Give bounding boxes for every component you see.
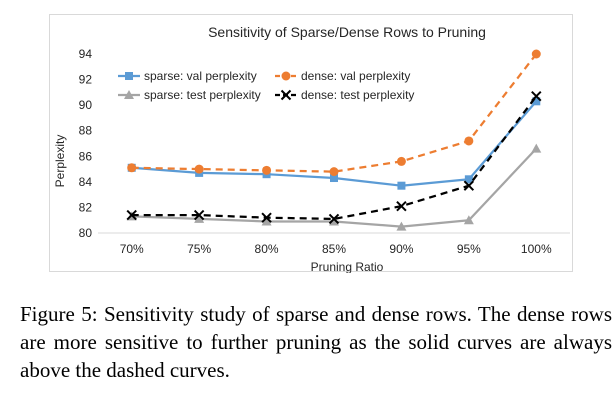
x-tick-label: 80%	[255, 242, 279, 256]
x-tick-label: 100%	[521, 242, 552, 256]
series-2	[126, 143, 542, 231]
chart-title: Sensitivity of Sparse/Dense Rows to Prun…	[208, 24, 486, 40]
data-point-circle	[396, 156, 406, 166]
y-tick-label: 84	[79, 175, 93, 189]
data-point-square	[532, 97, 541, 106]
legend-label: sparse: test perplexity	[144, 88, 261, 102]
legend-label: sparse: val perplexity	[144, 69, 257, 83]
x-tick-label: 75%	[187, 242, 211, 256]
axis-layer: 80 82 84 86 88 90 92 94 70% 75% 80% 85% 90% 95% 100%	[79, 47, 570, 256]
data-point-circle	[464, 136, 474, 146]
legend-item-1: dense: val perplexity	[275, 69, 410, 83]
y-tick-label: 82	[79, 200, 93, 214]
data-point-square	[330, 174, 338, 183]
series-layer	[126, 49, 542, 231]
x-mark-stroke	[126, 209, 137, 221]
line-chart: Sensitivity of Sparse/Dense Rows to Prun…	[53, 24, 570, 273]
data-point-circle	[127, 163, 137, 173]
x-tick-label: 95%	[457, 242, 481, 256]
legend-label: dense: test perplexity	[301, 88, 414, 102]
series-line	[131, 95, 538, 221]
series-1	[127, 49, 541, 177]
legend-label: dense: val perplexity	[301, 69, 410, 83]
chart-frame: Sensitivity of Sparse/Dense Rows to Prun…	[49, 14, 573, 273]
data-point-circle	[194, 164, 204, 174]
y-tick-label: 88	[79, 124, 93, 138]
y-axis-label: Perplexity	[53, 135, 67, 188]
x-mark-stroke	[531, 90, 542, 102]
legend: sparse: val perplexity dense: val perplex…	[118, 69, 414, 102]
data-point-circle	[531, 49, 541, 59]
data-point-circle	[262, 165, 272, 175]
data-point-triangle	[396, 221, 407, 231]
data-point-square	[397, 181, 406, 190]
data-point-x	[280, 89, 292, 101]
y-tick-label: 92	[79, 73, 93, 87]
data-point-square	[464, 175, 473, 184]
data-point-x	[193, 209, 205, 221]
legend-item-2: sparse: test perplexity	[118, 88, 261, 102]
data-point-triangle	[531, 143, 542, 153]
data-point-circle	[329, 167, 339, 177]
data-point-triangle	[261, 216, 272, 226]
y-tick-label: 90	[79, 98, 93, 112]
data-point-triangle	[194, 213, 205, 223]
data-point-triangle	[124, 90, 134, 99]
x-mark-stroke	[193, 209, 205, 221]
figure-caption: Figure 5: Sensitivity study of sparse an…	[20, 302, 612, 382]
data-point-triangle	[463, 215, 474, 225]
x-mark-stroke	[328, 213, 340, 225]
data-point-x	[328, 213, 340, 225]
y-tick-label: 86	[79, 149, 93, 163]
data-point-circle	[281, 71, 291, 81]
data-point-x	[396, 200, 407, 212]
data-point-x	[531, 90, 542, 102]
x-mark-stroke	[463, 180, 475, 191]
y-tick-label: 94	[79, 47, 93, 61]
data-point-triangle	[329, 216, 339, 226]
x-tick-label: 90%	[389, 242, 413, 256]
y-tick-label: 80	[79, 226, 93, 240]
series-3	[126, 90, 542, 225]
data-point-x	[126, 209, 137, 221]
x-tick-label: 85%	[322, 242, 346, 256]
legend-item-0: sparse: val perplexity	[118, 69, 257, 83]
x-mark-stroke	[261, 212, 272, 223]
x-tick-label: 70%	[120, 242, 144, 256]
data-point-square	[125, 72, 133, 80]
x-axis-label: Pruning Ratio	[311, 260, 384, 273]
data-point-x	[463, 180, 475, 191]
legend-item-3: dense: test perplexity	[275, 88, 414, 102]
x-mark-stroke	[280, 89, 292, 101]
data-point-x	[261, 212, 272, 223]
x-mark-stroke	[396, 200, 407, 212]
